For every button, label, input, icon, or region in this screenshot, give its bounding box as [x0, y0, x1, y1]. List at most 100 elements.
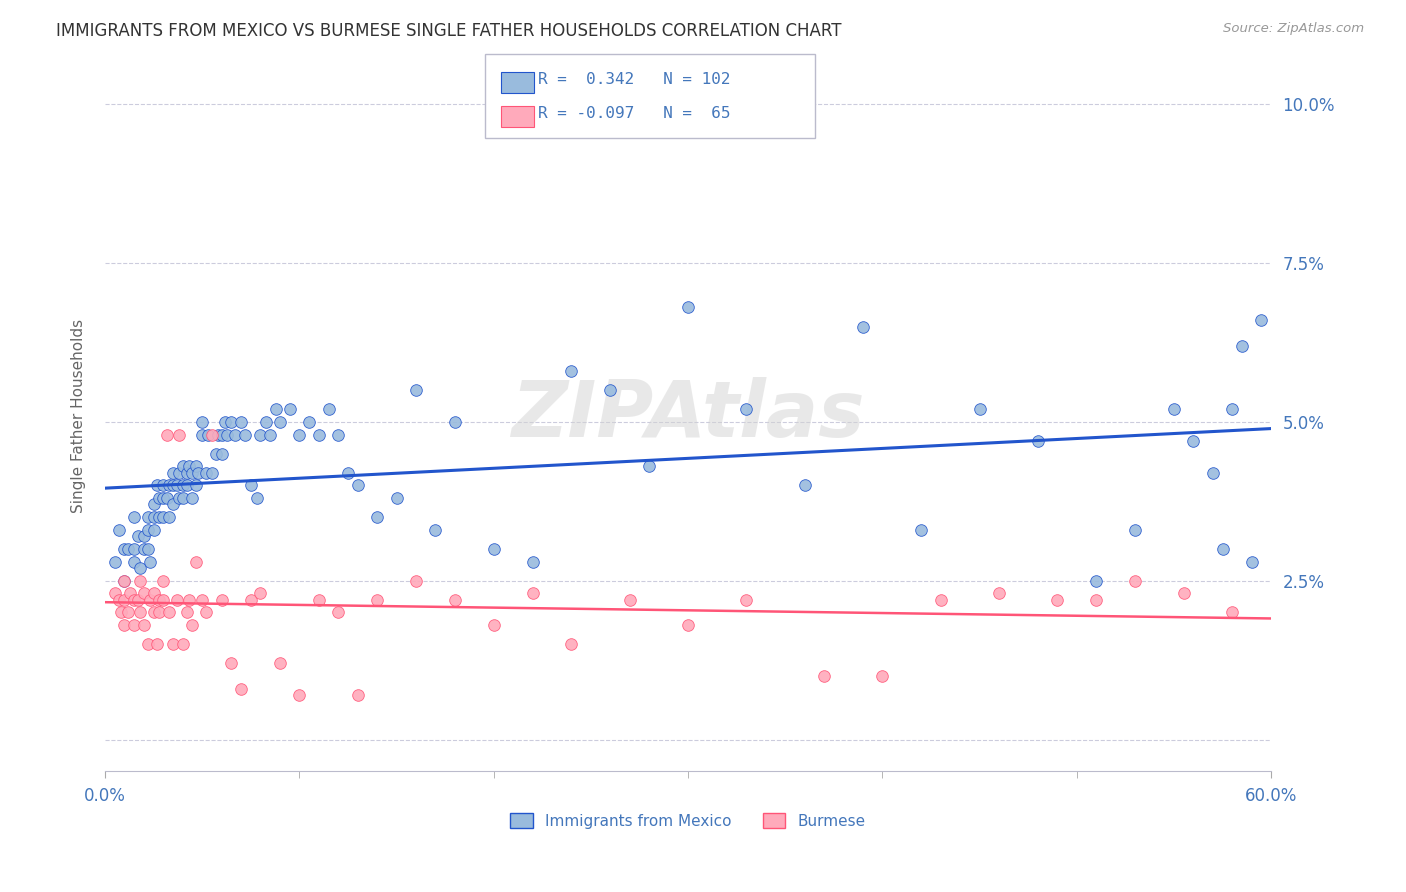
- Point: [318, 402, 340, 417]
- Point: [186, 478, 208, 492]
- Point: [122, 555, 145, 569]
- Point: [204, 447, 226, 461]
- Point: [522, 555, 544, 569]
- Point: [269, 415, 291, 429]
- Point: [560, 637, 582, 651]
- Point: [405, 383, 427, 397]
- Point: [132, 618, 155, 632]
- Point: [122, 618, 145, 632]
- Point: [929, 592, 952, 607]
- Point: [156, 427, 179, 442]
- Point: [157, 606, 180, 620]
- Point: [336, 466, 359, 480]
- Point: [254, 415, 277, 429]
- Point: [157, 478, 180, 492]
- Point: [157, 510, 180, 524]
- Point: [152, 574, 174, 588]
- Point: [366, 592, 388, 607]
- Point: [482, 541, 505, 556]
- Point: [122, 510, 145, 524]
- Legend: Immigrants from Mexico, Burmese: Immigrants from Mexico, Burmese: [505, 806, 872, 835]
- Point: [104, 555, 127, 569]
- Point: [195, 466, 218, 480]
- Point: [152, 478, 174, 492]
- Point: [910, 523, 932, 537]
- Point: [245, 491, 267, 505]
- Point: [167, 427, 190, 442]
- Point: [346, 688, 368, 702]
- Point: [224, 427, 246, 442]
- Point: [138, 592, 160, 607]
- Point: [1173, 586, 1195, 600]
- Point: [229, 415, 252, 429]
- Point: [229, 681, 252, 696]
- Point: [328, 427, 350, 442]
- Point: [142, 586, 165, 600]
- Point: [142, 498, 165, 512]
- Point: [405, 574, 427, 588]
- Point: [1220, 402, 1243, 417]
- Point: [132, 541, 155, 556]
- Point: [1202, 466, 1225, 480]
- Point: [132, 529, 155, 543]
- Point: [211, 592, 233, 607]
- Point: [162, 637, 184, 651]
- Point: [148, 491, 170, 505]
- Point: [156, 491, 179, 505]
- Point: [191, 415, 214, 429]
- Point: [288, 688, 311, 702]
- Point: [129, 606, 152, 620]
- Text: R =  0.342   N = 102: R = 0.342 N = 102: [538, 72, 731, 87]
- Point: [1123, 574, 1146, 588]
- Point: [221, 657, 243, 671]
- Point: [522, 586, 544, 600]
- Point: [1085, 592, 1108, 607]
- Point: [104, 586, 127, 600]
- Point: [443, 415, 465, 429]
- Point: [214, 415, 236, 429]
- Point: [112, 574, 135, 588]
- Point: [136, 637, 159, 651]
- Point: [127, 529, 149, 543]
- Point: [117, 606, 139, 620]
- Point: [560, 364, 582, 378]
- Point: [142, 523, 165, 537]
- Point: [425, 523, 447, 537]
- Point: [181, 466, 204, 480]
- Point: [239, 478, 262, 492]
- Point: [813, 669, 835, 683]
- Point: [172, 478, 194, 492]
- Point: [1085, 574, 1108, 588]
- Point: [122, 592, 145, 607]
- Point: [146, 478, 169, 492]
- Point: [152, 510, 174, 524]
- Point: [1163, 402, 1185, 417]
- Text: ZIPAtlas: ZIPAtlas: [512, 377, 865, 453]
- Text: Source: ZipAtlas.com: Source: ZipAtlas.com: [1223, 22, 1364, 36]
- Point: [1240, 555, 1263, 569]
- Point: [166, 592, 188, 607]
- Point: [132, 586, 155, 600]
- Point: [308, 592, 330, 607]
- Point: [298, 415, 321, 429]
- Point: [676, 618, 699, 632]
- Point: [117, 541, 139, 556]
- Point: [176, 466, 198, 480]
- Point: [167, 491, 190, 505]
- Point: [146, 637, 169, 651]
- Point: [793, 478, 815, 492]
- Point: [152, 491, 174, 505]
- Point: [127, 592, 149, 607]
- Point: [249, 586, 271, 600]
- Point: [152, 592, 174, 607]
- Point: [239, 592, 262, 607]
- Point: [1046, 592, 1069, 607]
- Point: [269, 657, 291, 671]
- Point: [148, 606, 170, 620]
- Point: [264, 402, 287, 417]
- Point: [249, 427, 271, 442]
- Point: [988, 586, 1011, 600]
- Point: [619, 592, 641, 607]
- Point: [482, 618, 505, 632]
- Point: [1230, 338, 1253, 352]
